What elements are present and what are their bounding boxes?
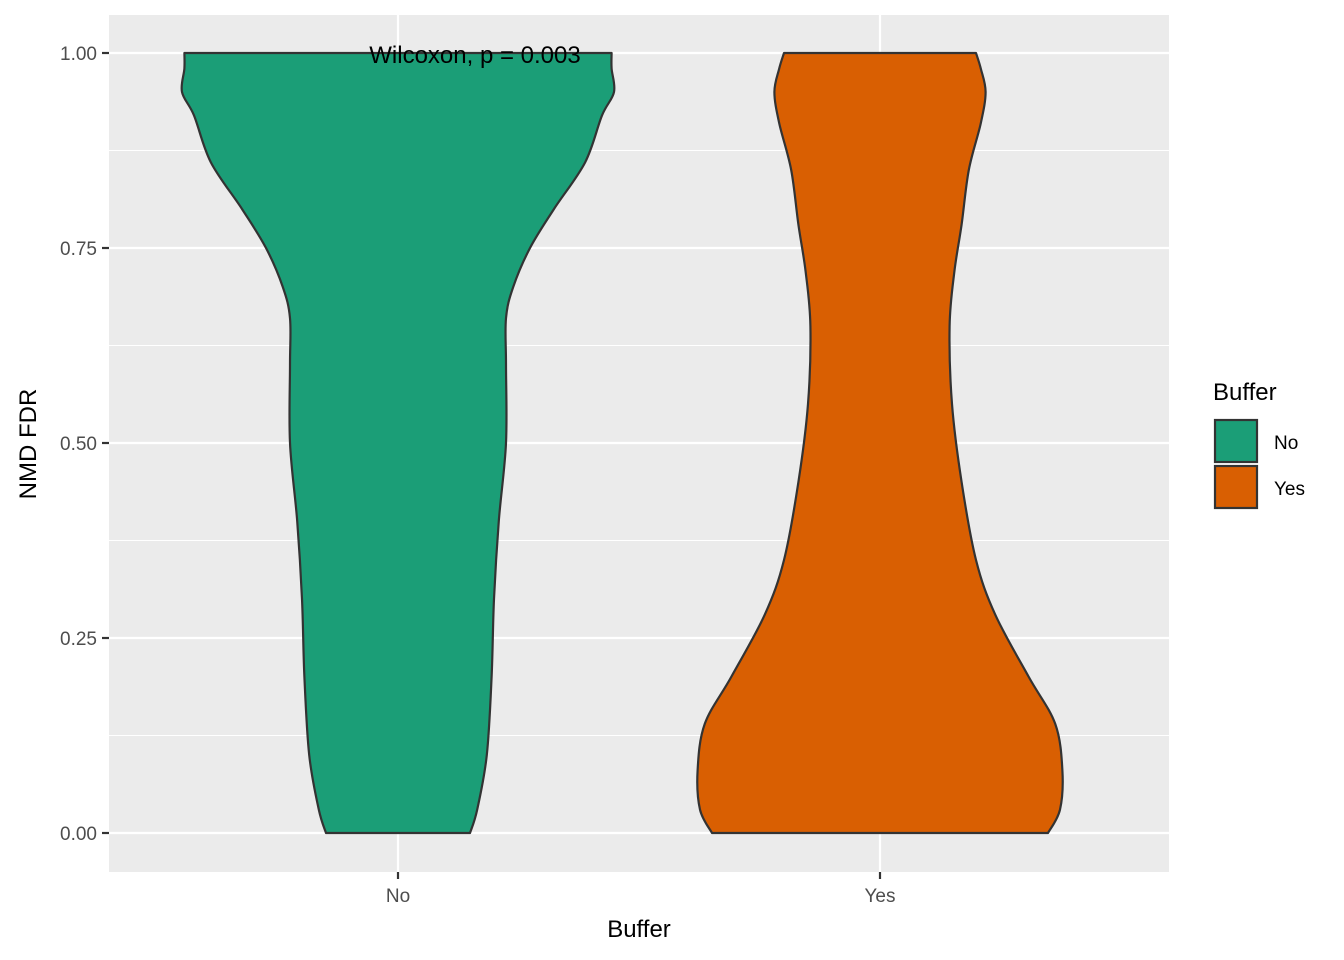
y-axis: 0.00 0.25 0.50 0.75 1.00 <box>60 44 109 845</box>
y-tick-label: 0.00 <box>60 824 97 845</box>
legend-label-yes: Yes <box>1274 479 1305 500</box>
legend-title: Buffer <box>1213 379 1277 406</box>
x-tick-label: Yes <box>865 886 896 907</box>
x-tick-label: No <box>386 886 410 907</box>
y-tick-label: 0.75 <box>60 239 97 260</box>
legend-key-yes <box>1213 464 1259 510</box>
y-tick-label: 0.25 <box>60 629 97 650</box>
legend-label-no: No <box>1274 433 1298 454</box>
legend-items: No Yes <box>1213 418 1305 510</box>
y-axis-title: NMD FDR <box>15 389 42 500</box>
violin-no <box>180 51 616 835</box>
legend: Buffer No Yes <box>1213 379 1305 510</box>
violin-yes <box>696 51 1064 835</box>
y-tick-label: 0.50 <box>60 434 97 455</box>
wilcoxon-annotation: Wilcoxon, p = 0.003 <box>369 42 580 69</box>
violins <box>180 51 1064 835</box>
legend-key-no <box>1213 418 1259 464</box>
y-tick-label: 1.00 <box>60 44 97 65</box>
x-axis-title: Buffer <box>607 916 671 943</box>
x-axis: No Yes <box>386 872 896 907</box>
